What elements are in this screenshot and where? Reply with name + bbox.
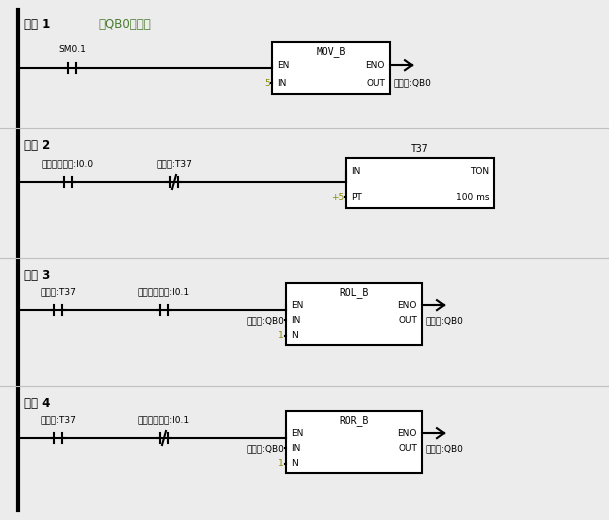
Bar [286, 411, 422, 473]
Text: PT: PT [351, 192, 362, 201]
Text: IN: IN [291, 444, 300, 453]
Text: 循环灯:QB0: 循环灯:QB0 [426, 316, 464, 325]
Text: 100 ms: 100 ms [456, 192, 489, 201]
Text: 网络 2: 网络 2 [24, 139, 51, 152]
Text: OUT: OUT [398, 444, 417, 453]
Bar [286, 283, 422, 345]
Text: 循环灯:QB0: 循环灯:QB0 [426, 444, 464, 453]
Text: TON: TON [470, 167, 489, 176]
Text: EN: EN [291, 301, 303, 309]
Text: T37: T37 [411, 144, 429, 154]
Text: ROL_B: ROL_B [339, 287, 368, 298]
Text: 循环灯:QB0: 循环灯:QB0 [246, 444, 284, 453]
Text: N: N [291, 459, 298, 469]
Text: 5: 5 [264, 79, 270, 88]
Text: ENO: ENO [398, 301, 417, 309]
Text: N: N [291, 331, 298, 340]
Text: +5: +5 [331, 192, 344, 201]
Text: 定时器:T37: 定时器:T37 [40, 415, 76, 424]
Text: 1: 1 [278, 459, 284, 469]
Text: SM0.1: SM0.1 [58, 45, 86, 54]
Text: 网络 4: 网络 4 [24, 397, 51, 410]
Text: IN: IN [277, 79, 286, 88]
Text: 循环灯:QB0: 循环灯:QB0 [394, 79, 432, 88]
Text: 控制彩灯移量:I0.0: 控制彩灯移量:I0.0 [42, 159, 94, 168]
Bar [272, 42, 390, 94]
Text: 网络 3: 网络 3 [24, 269, 51, 282]
Text: 控制彩灯移量:I0.1: 控制彩灯移量:I0.1 [138, 287, 190, 296]
Text: ENO: ENO [398, 428, 417, 438]
Text: 定时器:T37: 定时器:T37 [40, 287, 76, 296]
Text: 控制彩灯移量:I0.1: 控制彩灯移量:I0.1 [138, 415, 190, 424]
Text: EN: EN [291, 428, 303, 438]
Text: MOV_B: MOV_B [316, 46, 346, 57]
Text: OUT: OUT [398, 316, 417, 325]
Text: 1: 1 [278, 331, 284, 340]
Text: OUT: OUT [366, 79, 385, 88]
Text: 循环灯:QB0: 循环灯:QB0 [246, 316, 284, 325]
Text: ENO: ENO [365, 61, 385, 70]
Text: ROR_B: ROR_B [339, 415, 368, 426]
Text: 定时器:T37: 定时器:T37 [156, 159, 192, 168]
Text: 把QB0先置位: 把QB0先置位 [98, 18, 151, 31]
Text: 网络 1: 网络 1 [24, 18, 51, 31]
Text: IN: IN [291, 316, 300, 325]
Text: IN: IN [351, 167, 361, 176]
Bar [346, 158, 494, 208]
Text: EN: EN [277, 61, 289, 70]
